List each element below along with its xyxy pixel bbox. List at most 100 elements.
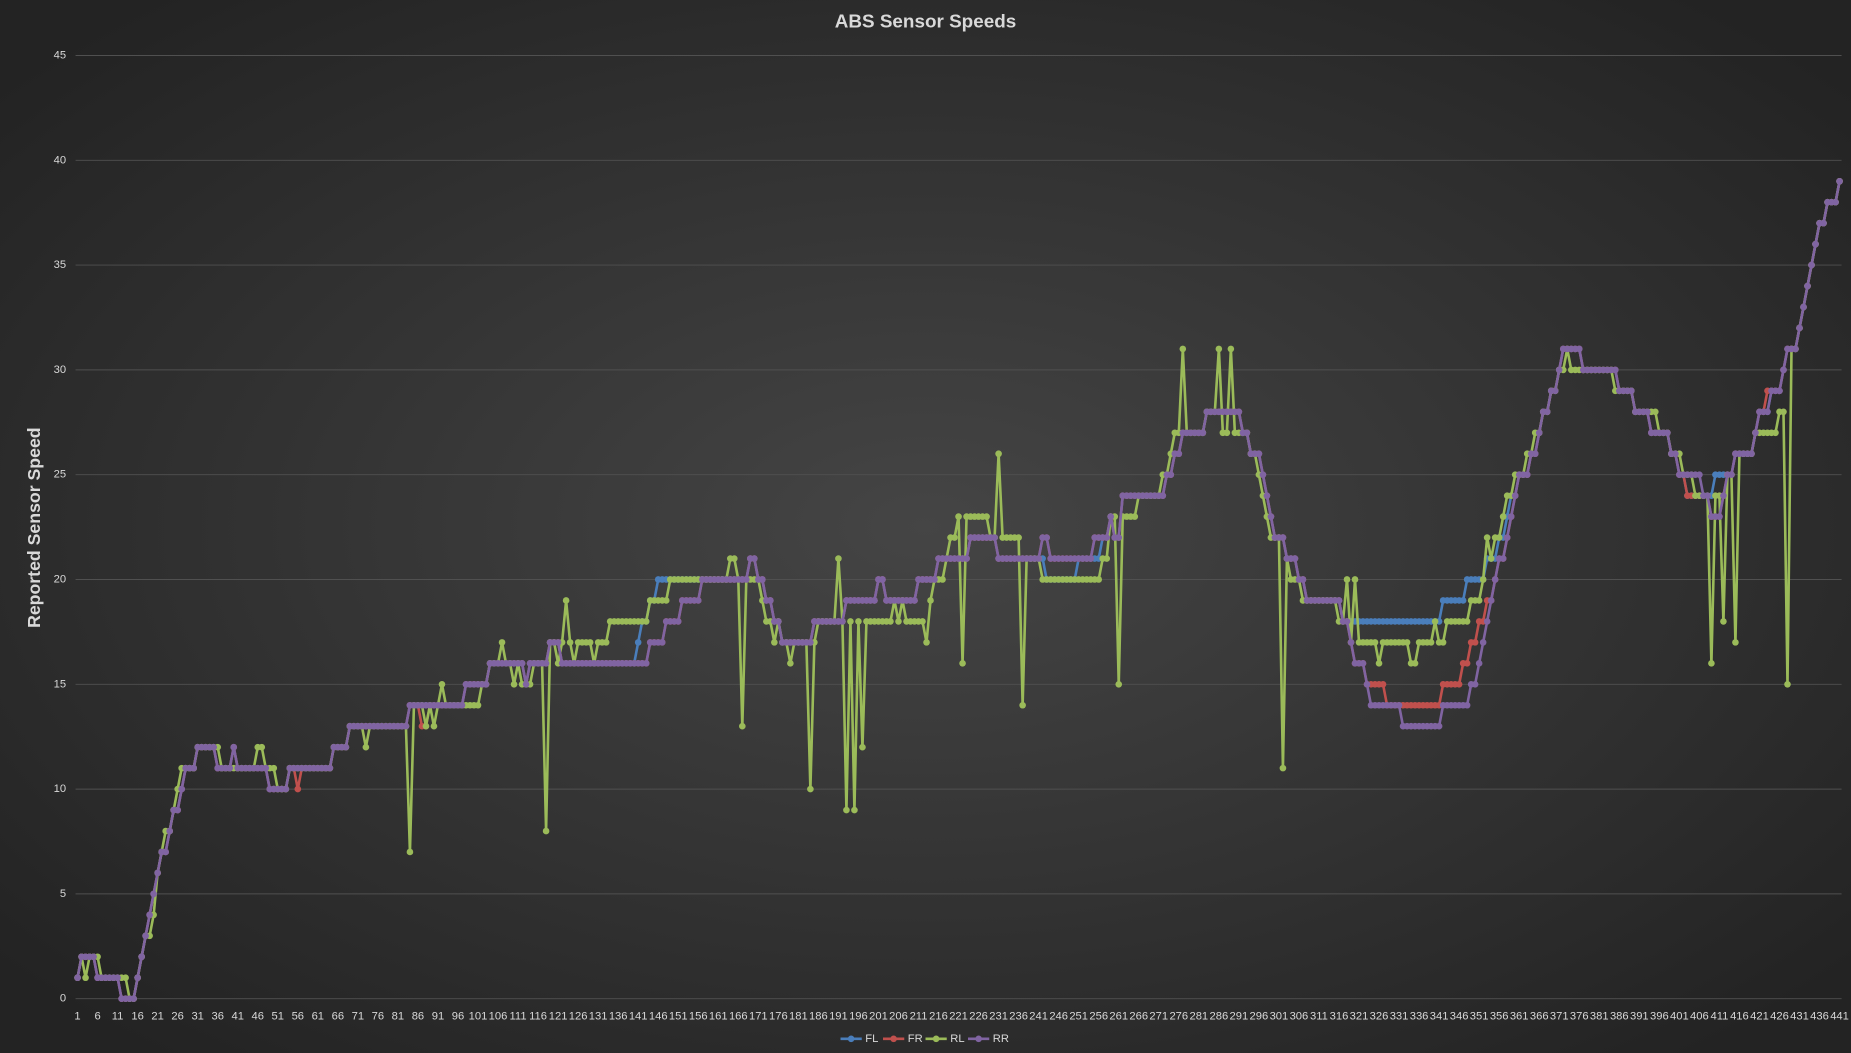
y-tick-label: 0 xyxy=(60,993,66,1005)
data-point xyxy=(134,974,141,982)
x-tick-label: 61 xyxy=(312,1010,324,1022)
data-point xyxy=(402,722,410,730)
data-point xyxy=(1435,722,1443,730)
x-tick-label: 46 xyxy=(252,1010,264,1022)
legend-label: FR xyxy=(908,1033,923,1045)
x-tick-label: 376 xyxy=(1570,1010,1589,1022)
data-point xyxy=(1431,618,1439,625)
x-tick-label: 231 xyxy=(989,1010,1008,1022)
x-tick-label: 136 xyxy=(609,1010,628,1022)
data-point xyxy=(1371,639,1379,646)
data-point xyxy=(787,660,794,667)
data-point xyxy=(759,576,766,583)
x-tick-label: 271 xyxy=(1149,1010,1168,1022)
data-point xyxy=(1343,576,1351,583)
data-point xyxy=(1463,660,1471,667)
x-tick-label: 366 xyxy=(1530,1010,1549,1022)
data-point xyxy=(1255,450,1263,458)
data-point xyxy=(1347,639,1355,646)
data-point xyxy=(927,597,934,604)
data-point xyxy=(1696,471,1703,478)
data-point xyxy=(843,806,850,814)
y-tick-label: 30 xyxy=(54,364,66,376)
data-point xyxy=(642,618,650,625)
data-point xyxy=(1131,513,1139,520)
data-point xyxy=(1403,639,1411,646)
legend: FL FR RL RR xyxy=(840,1033,1009,1045)
data-point xyxy=(1223,429,1231,437)
data-point xyxy=(1628,387,1635,395)
data-point xyxy=(1780,408,1787,416)
data-point xyxy=(130,995,137,1002)
data-point xyxy=(1359,660,1367,667)
data-point xyxy=(642,660,650,667)
data-point xyxy=(939,576,946,583)
data-point xyxy=(1792,345,1799,353)
data-point xyxy=(1728,471,1735,478)
x-tick-label: 66 xyxy=(332,1010,344,1022)
x-tick-label: 346 xyxy=(1450,1010,1469,1022)
data-point xyxy=(995,450,1002,458)
data-point xyxy=(955,513,962,520)
data-point xyxy=(1439,639,1447,646)
x-tick-label: 171 xyxy=(749,1010,768,1022)
data-point xyxy=(1463,618,1471,625)
data-point xyxy=(1575,345,1583,353)
data-point xyxy=(510,680,518,688)
x-tick-label: 191 xyxy=(829,1010,848,1022)
data-point xyxy=(991,534,998,541)
x-tick-label: 436 xyxy=(1810,1010,1829,1022)
legend-label: RR xyxy=(993,1033,1009,1045)
data-point xyxy=(1475,660,1483,667)
data-point xyxy=(767,597,774,604)
data-point xyxy=(174,806,181,814)
data-point xyxy=(1115,680,1123,688)
chart-title: ABS Sensor Speeds xyxy=(835,11,1016,32)
x-tick-label: 16 xyxy=(131,1010,143,1022)
data-point xyxy=(1279,764,1287,772)
data-point xyxy=(1291,555,1299,562)
data-point xyxy=(887,618,894,625)
data-point xyxy=(258,743,266,751)
legend-marker xyxy=(975,1035,982,1043)
data-point xyxy=(847,618,854,625)
data-point xyxy=(1299,576,1307,583)
x-tick-label: 351 xyxy=(1470,1010,1489,1022)
x-tick-label: 256 xyxy=(1089,1010,1108,1022)
x-tick-label: 306 xyxy=(1290,1010,1309,1022)
data-point xyxy=(1820,219,1827,227)
data-point xyxy=(839,618,846,625)
x-tick-label: 236 xyxy=(1009,1010,1028,1022)
data-point xyxy=(658,639,666,646)
data-point xyxy=(1652,408,1659,416)
x-tick-label: 356 xyxy=(1490,1010,1509,1022)
legend-marker xyxy=(847,1035,855,1043)
x-tick-label: 26 xyxy=(171,1010,183,1022)
data-point xyxy=(226,764,234,772)
data-point xyxy=(1499,513,1507,520)
data-point xyxy=(146,911,153,919)
data-point xyxy=(422,722,430,730)
data-point xyxy=(154,869,161,877)
data-point xyxy=(166,827,173,835)
data-point xyxy=(1167,471,1175,478)
x-tick-label: 221 xyxy=(949,1010,968,1022)
x-tick-label: 176 xyxy=(769,1010,788,1022)
data-point xyxy=(1243,429,1251,437)
data-point xyxy=(210,743,218,751)
x-tick-label: 261 xyxy=(1109,1010,1128,1022)
data-point xyxy=(1395,701,1403,709)
data-point xyxy=(1644,408,1651,416)
data-point xyxy=(82,974,89,982)
x-tick-label: 71 xyxy=(352,1010,364,1022)
data-point xyxy=(730,555,738,562)
data-point xyxy=(1812,240,1819,248)
data-point xyxy=(1796,324,1803,332)
x-tick-label: 251 xyxy=(1069,1010,1088,1022)
x-tick-label: 281 xyxy=(1189,1010,1208,1022)
data-point xyxy=(542,827,550,835)
data-point xyxy=(1095,576,1103,583)
data-point xyxy=(518,660,526,667)
